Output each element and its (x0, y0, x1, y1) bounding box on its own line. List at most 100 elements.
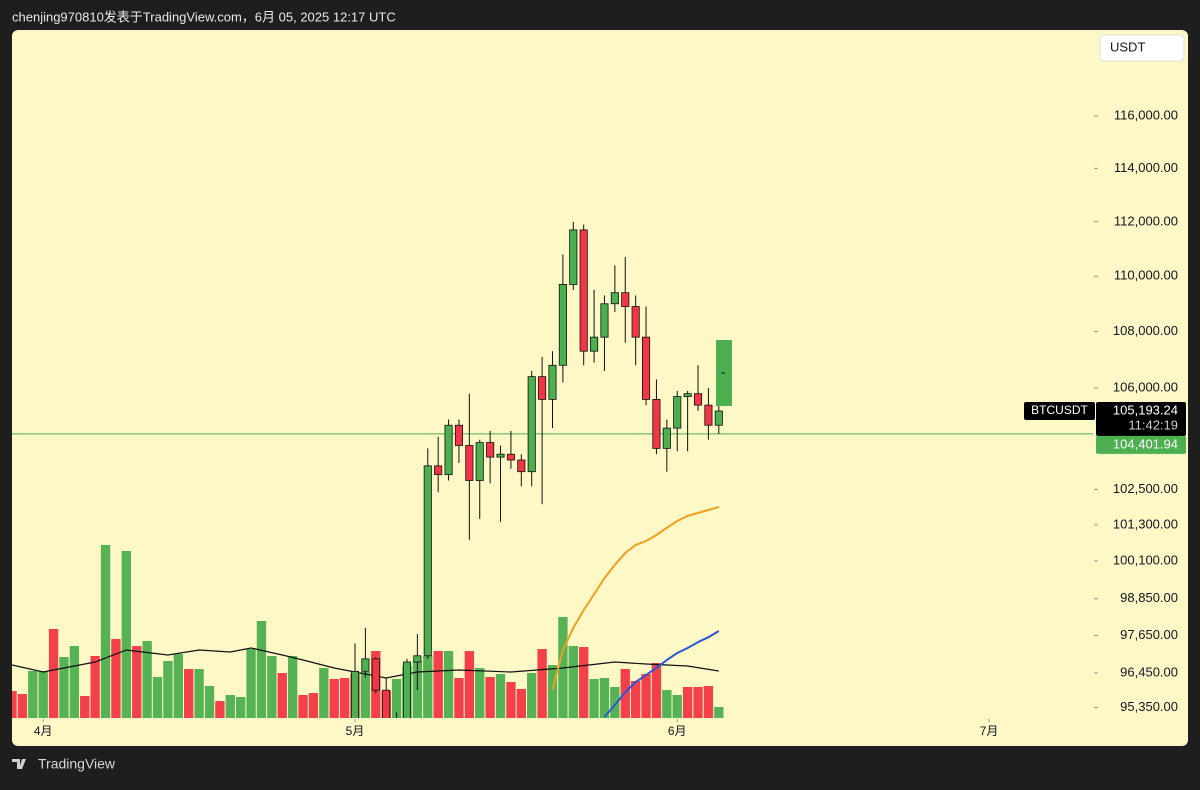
candle-body (486, 442, 495, 458)
y-tick-label: 108,000.00 (1113, 323, 1178, 338)
volume-bar (610, 687, 620, 718)
volume-bar (464, 651, 475, 718)
candle-body (548, 364, 557, 400)
candle-body (558, 284, 567, 366)
logo-icon (12, 759, 26, 769)
candle-body (662, 427, 671, 449)
candle-body (693, 393, 703, 406)
currency-box (1099, 34, 1185, 62)
volume-bar (246, 649, 256, 718)
volume-bar (38, 671, 48, 718)
candle-body (652, 398, 661, 449)
y-tick-label: 110,000.00 (1114, 268, 1178, 283)
candle-body (704, 404, 713, 426)
candle-body (579, 229, 588, 352)
volume-bar (475, 668, 485, 718)
volume-ma-line (12, 647, 719, 679)
currency-label: USDT (1110, 39, 1145, 54)
volume-bar (100, 545, 111, 718)
volume-bar (28, 671, 38, 718)
volume-bar (682, 687, 693, 718)
candle-body (475, 442, 484, 481)
chart-title: chenjing970810发表于TradingView.com，6月 05, … (12, 9, 396, 24)
candle-body (361, 658, 370, 672)
volume-bar (235, 697, 246, 718)
y-tick-label: 116,000.00 (1114, 107, 1178, 122)
symbol-tag (1024, 402, 1095, 421)
candle-body (465, 445, 474, 481)
volume-bar (516, 689, 526, 718)
volume-bar (132, 646, 142, 718)
chart-panel (12, 30, 1188, 746)
volume-bar (319, 668, 329, 718)
candle-body (642, 336, 651, 400)
volume-bar (184, 669, 194, 718)
volume-bar (90, 656, 100, 718)
volume-bar (308, 693, 319, 718)
volume-bar (329, 679, 339, 718)
candle-body (517, 459, 526, 473)
last-price-tag (1096, 402, 1186, 437)
volume-bar (568, 646, 578, 718)
candle-body (621, 292, 630, 307)
last-price-label: 105,193.24 (1113, 402, 1178, 417)
volume-bar (443, 651, 454, 718)
volume-bar (215, 701, 225, 718)
volume-bar (506, 682, 516, 718)
volume-bar (298, 695, 308, 718)
volume-bar (672, 695, 682, 718)
volume-bar (630, 681, 641, 718)
volume-bar (360, 672, 371, 718)
x-tick-label: 7月 (980, 724, 999, 738)
volume-bar (495, 674, 506, 718)
ma-line (603, 630, 720, 718)
y-tick-label: 106,000.00 (1113, 379, 1178, 394)
volume-bar (12, 691, 17, 718)
volume-bar (142, 641, 152, 718)
volume-bar (256, 621, 267, 718)
volume-bar (703, 686, 714, 718)
candle-body (600, 303, 609, 338)
volume-bar (454, 678, 464, 718)
volume-bar (693, 687, 703, 718)
volume-bar (339, 678, 350, 718)
price-line-label: 104,401.94 (1113, 436, 1178, 451)
x-tick-label: 6月 (668, 724, 687, 738)
volume-bar (423, 656, 433, 718)
x-tick-label: 4月 (34, 724, 53, 738)
candle-body (631, 306, 640, 338)
volume-bar (527, 673, 537, 718)
candle-body (590, 336, 599, 352)
candle-body (454, 424, 463, 446)
candle-body (402, 661, 412, 718)
countdown-label: 11:42:19 (1128, 417, 1178, 432)
candle-body (506, 453, 515, 461)
plot-area (12, 221, 1093, 718)
y-tick-label: 97,650.00 (1120, 627, 1178, 642)
footer-logo (12, 759, 26, 769)
candle-body (444, 424, 453, 476)
candle-body (673, 396, 682, 429)
volume-bar (173, 654, 183, 718)
volume-bar (662, 690, 672, 718)
volume-bar (277, 673, 287, 718)
candle-body (610, 292, 619, 305)
candle-body (434, 465, 443, 476)
volume-bar (641, 674, 651, 718)
x-tick-label: 5月 (346, 724, 365, 738)
volume-bar (111, 639, 121, 718)
candle-body (714, 410, 723, 426)
volume-bar (433, 651, 443, 718)
volume-bar (579, 647, 589, 718)
volume-bar (59, 657, 69, 718)
candle-body (496, 453, 505, 458)
y-tick-label: 95,350.00 (1120, 699, 1178, 714)
volume-bar (225, 695, 235, 718)
y-tick-label: 101,300.00 (1113, 516, 1178, 531)
price-line-tag (1096, 435, 1186, 454)
ma-line (551, 506, 720, 691)
volume-bar (204, 686, 215, 718)
volume-bar (714, 707, 724, 718)
